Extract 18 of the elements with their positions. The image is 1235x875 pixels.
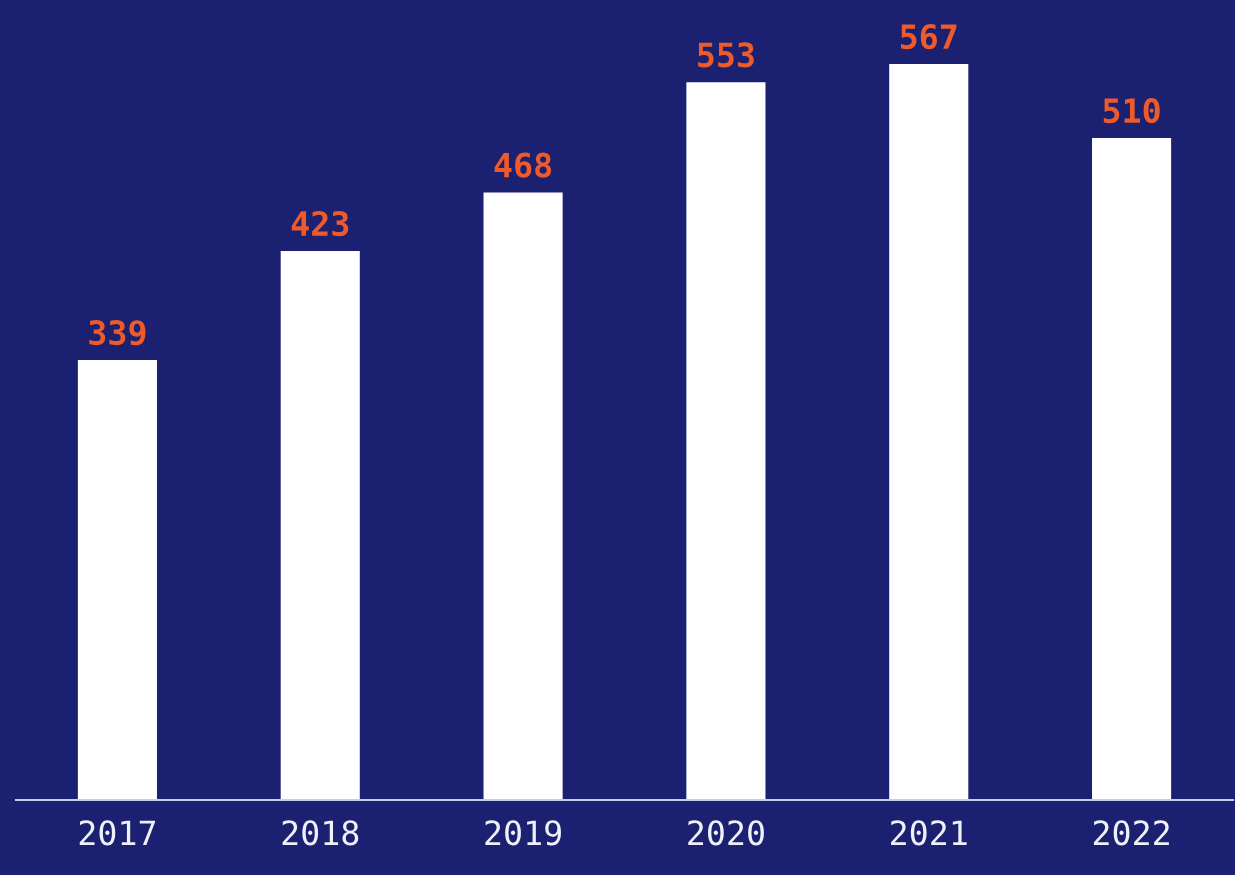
x-tick-label: 2017: [79, 820, 156, 846]
bar: [483, 192, 563, 800]
data-label: 339: [89, 319, 146, 346]
bar: [1092, 138, 1172, 800]
x-tick-label: 2018: [282, 820, 359, 846]
x-tick-label: 2022: [1093, 820, 1169, 846]
data-label: 510: [1103, 98, 1160, 124]
data-label: 423: [291, 210, 349, 237]
bar: [280, 250, 360, 800]
data-label: 468: [494, 152, 552, 178]
data-label: 567: [900, 24, 957, 50]
x-tick-label: 2020: [688, 820, 764, 846]
x-tick-label: 2019: [485, 820, 561, 846]
x-tick-label: 2021: [891, 820, 967, 846]
data-label: 553: [698, 42, 754, 68]
bar: [686, 82, 766, 800]
bar: [889, 64, 969, 800]
bar: [77, 359, 157, 800]
